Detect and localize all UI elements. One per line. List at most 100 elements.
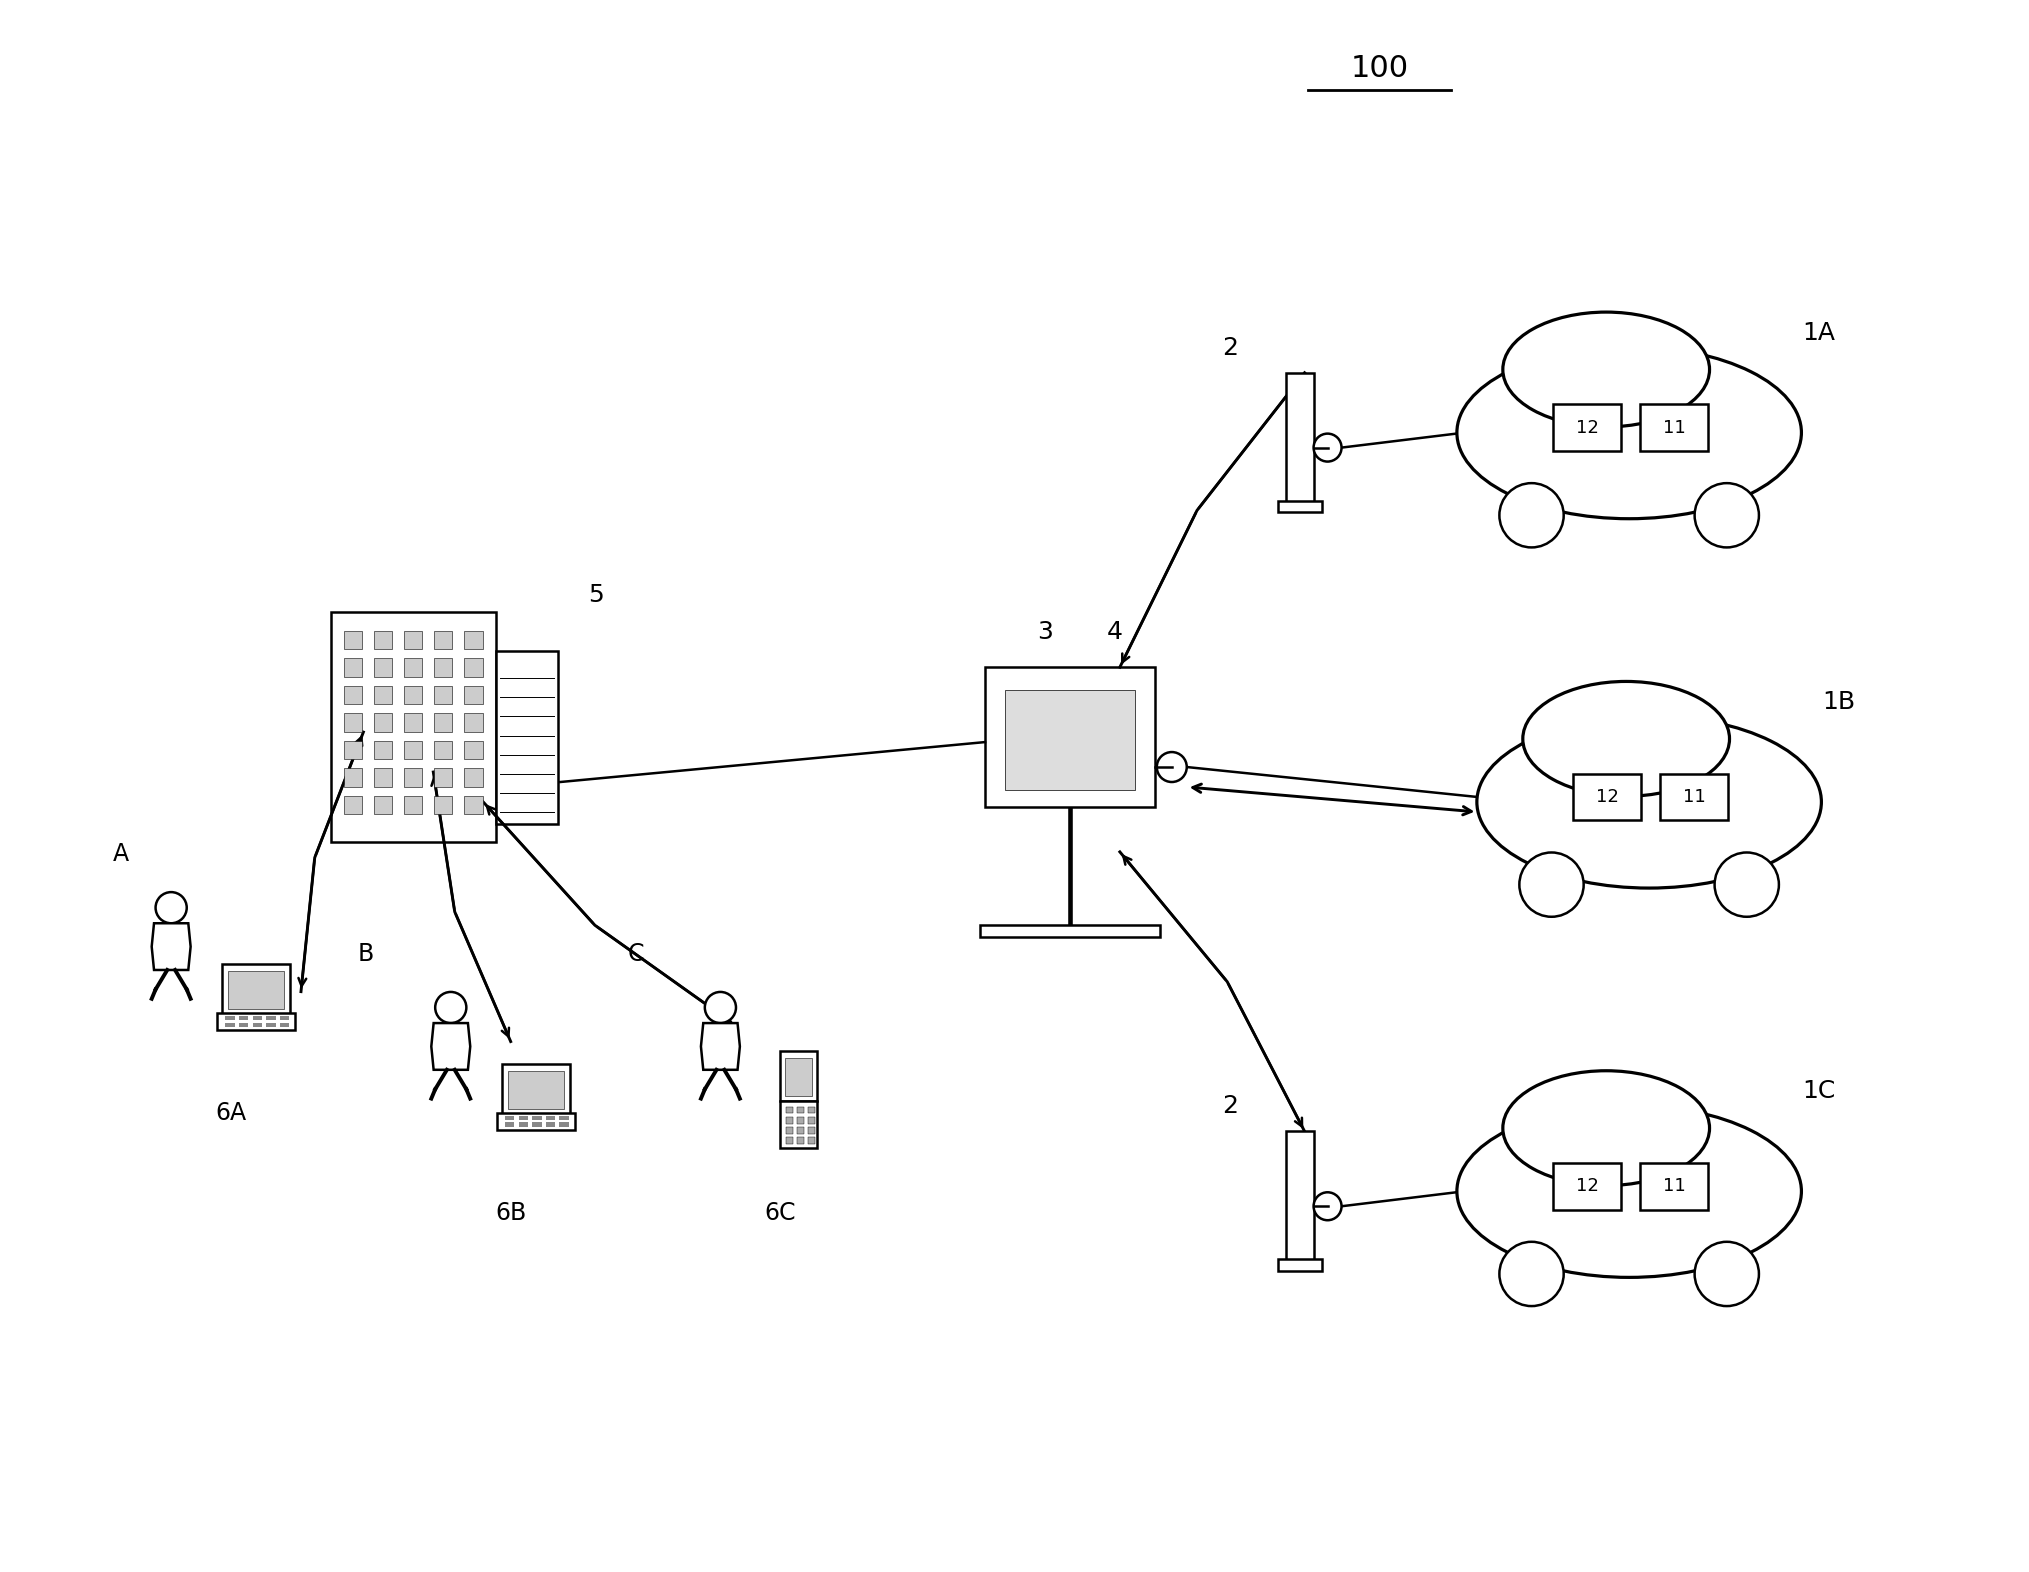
Bar xyxy=(434,685,452,704)
Bar xyxy=(1286,1132,1313,1261)
Bar xyxy=(434,795,452,814)
Text: 1A: 1A xyxy=(1802,321,1836,344)
Bar xyxy=(546,1116,556,1119)
Text: 11: 11 xyxy=(1682,788,1706,806)
Bar xyxy=(797,1116,803,1124)
Bar xyxy=(560,1122,568,1127)
Polygon shape xyxy=(152,923,191,970)
Bar xyxy=(1004,690,1134,791)
Text: C: C xyxy=(627,942,643,965)
Bar xyxy=(785,1127,793,1133)
Bar xyxy=(465,795,483,814)
Bar xyxy=(984,667,1155,806)
Bar xyxy=(434,659,452,676)
Ellipse shape xyxy=(1503,1071,1710,1185)
Bar xyxy=(404,795,422,814)
Bar xyxy=(373,630,392,649)
Bar xyxy=(434,630,452,649)
Bar xyxy=(280,1016,290,1020)
Circle shape xyxy=(704,992,737,1023)
Text: 6A: 6A xyxy=(215,1102,248,1126)
Bar xyxy=(507,1071,564,1108)
Bar xyxy=(254,1022,262,1027)
Bar xyxy=(225,1022,235,1027)
Bar xyxy=(373,795,392,814)
Bar xyxy=(373,685,392,704)
Bar xyxy=(779,1102,818,1148)
Bar xyxy=(266,1016,276,1020)
Bar xyxy=(345,740,363,759)
Ellipse shape xyxy=(1503,313,1710,428)
Bar xyxy=(345,659,363,676)
Bar xyxy=(505,1122,515,1127)
Bar xyxy=(1572,773,1641,821)
Bar xyxy=(465,769,483,788)
Circle shape xyxy=(1313,434,1341,462)
Text: 2: 2 xyxy=(1221,1094,1238,1118)
Bar xyxy=(465,659,483,676)
Bar xyxy=(808,1116,816,1124)
Text: 5: 5 xyxy=(588,583,605,607)
Bar xyxy=(785,1116,793,1124)
Bar xyxy=(495,651,558,824)
Text: 3: 3 xyxy=(1037,621,1053,645)
Ellipse shape xyxy=(1477,715,1822,888)
Bar xyxy=(808,1107,816,1113)
Circle shape xyxy=(434,992,467,1023)
Bar xyxy=(345,769,363,788)
Bar xyxy=(797,1127,803,1133)
Bar xyxy=(345,795,363,814)
Bar xyxy=(1278,500,1321,512)
Bar xyxy=(345,685,363,704)
Bar xyxy=(225,1016,235,1020)
Bar xyxy=(779,1050,818,1102)
Circle shape xyxy=(1694,1242,1759,1306)
Bar xyxy=(404,769,422,788)
Bar xyxy=(331,613,495,843)
Text: 1B: 1B xyxy=(1822,690,1855,714)
Bar xyxy=(227,971,284,1009)
Bar xyxy=(373,714,392,731)
Bar xyxy=(519,1116,528,1119)
Bar xyxy=(373,769,392,788)
Text: 1C: 1C xyxy=(1802,1080,1836,1104)
Text: 12: 12 xyxy=(1577,1177,1599,1195)
Circle shape xyxy=(1499,1242,1564,1306)
Text: 12: 12 xyxy=(1595,788,1619,806)
Text: 6B: 6B xyxy=(495,1201,526,1225)
Ellipse shape xyxy=(1524,681,1729,797)
Bar xyxy=(266,1022,276,1027)
Bar xyxy=(465,740,483,759)
Polygon shape xyxy=(432,1023,471,1071)
Bar xyxy=(404,714,422,731)
Bar xyxy=(404,659,422,676)
Bar xyxy=(785,1137,793,1144)
Text: A: A xyxy=(114,843,130,866)
Bar xyxy=(217,1014,294,1030)
Bar xyxy=(797,1137,803,1144)
Circle shape xyxy=(1715,852,1779,916)
Bar xyxy=(254,1016,262,1020)
Circle shape xyxy=(1313,1192,1341,1220)
Polygon shape xyxy=(700,1023,741,1071)
Bar xyxy=(505,1116,515,1119)
Text: 2: 2 xyxy=(1221,336,1238,360)
Bar xyxy=(501,1064,570,1115)
Bar xyxy=(1554,404,1621,451)
Bar xyxy=(1660,773,1729,821)
Bar xyxy=(560,1116,568,1119)
Circle shape xyxy=(1520,852,1585,916)
Bar xyxy=(519,1122,528,1127)
Text: 100: 100 xyxy=(1351,53,1408,83)
Bar xyxy=(808,1127,816,1133)
Bar xyxy=(434,740,452,759)
Bar xyxy=(1639,404,1708,451)
Bar xyxy=(546,1122,556,1127)
Bar xyxy=(532,1116,542,1119)
Bar xyxy=(239,1016,248,1020)
Bar xyxy=(465,685,483,704)
Bar xyxy=(497,1113,574,1130)
Bar xyxy=(280,1022,290,1027)
Bar xyxy=(980,924,1161,937)
Text: 12: 12 xyxy=(1577,418,1599,437)
